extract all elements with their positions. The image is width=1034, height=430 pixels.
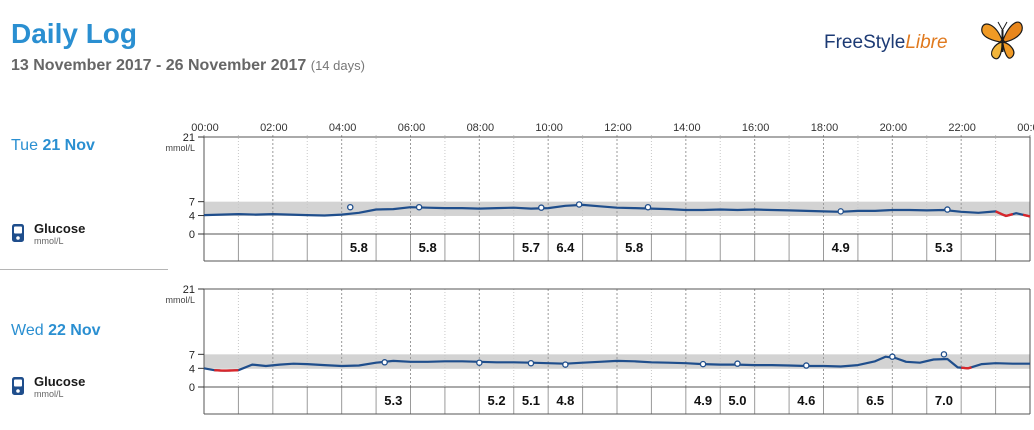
- day-separator: [0, 269, 168, 270]
- glucose-meter-icon: [12, 224, 24, 242]
- day-label-tue-21-nov: Tue 21 Nov: [11, 137, 95, 155]
- scan-marker: [538, 204, 545, 211]
- scan-value-label: 5.8: [350, 240, 368, 255]
- butterfly-icon: [981, 21, 1023, 60]
- y-tick-label: 7: [189, 349, 195, 361]
- y-unit-label: mmol/L: [165, 295, 195, 305]
- y-tick-label: 7: [189, 197, 195, 209]
- scan-value-label: 6.5: [866, 393, 884, 408]
- date: 21 Nov: [42, 137, 95, 154]
- scan-value-label: 5.8: [625, 240, 643, 255]
- low-glucose-segment: [1022, 213, 1031, 218]
- low-glucose-segment: [961, 366, 972, 370]
- glucose-unit: mmol/L: [34, 389, 64, 399]
- brand-wordmark: FreeStyleLibre: [824, 32, 948, 54]
- scan-value-label: 5.2: [488, 393, 506, 408]
- scan-marker: [837, 208, 844, 215]
- glucose-meter-icon: [12, 377, 24, 395]
- y-tick-label: 4: [189, 363, 195, 375]
- x-tick-label: 16:00: [742, 122, 770, 134]
- date-range: 13 November 2017 - 26 November 2017 (14 …: [11, 57, 365, 75]
- scan-marker: [415, 203, 423, 211]
- y-tick-label: 4: [189, 211, 195, 223]
- scan-marker: [476, 359, 483, 366]
- scan-marker: [562, 361, 569, 368]
- y-tick-label: 0: [189, 229, 195, 241]
- scan-marker: [575, 201, 583, 208]
- x-tick-label: 18:00: [811, 122, 839, 134]
- x-tick-label: 12:00: [604, 122, 632, 134]
- date-range-text: 13 November 2017 - 26 November 2017: [11, 57, 307, 74]
- scan-marker: [889, 353, 896, 360]
- day-label-wed-22-nov: Wed 22 Nov: [11, 322, 101, 340]
- weekday: Tue: [11, 137, 38, 154]
- x-tick-label: 14:00: [673, 122, 701, 134]
- weekday: Wed: [11, 322, 44, 339]
- glucose-trace: [203, 203, 1031, 218]
- y-unit-label: mmol/L: [165, 143, 195, 153]
- scan-value-label: 5.3: [935, 240, 953, 255]
- x-tick-label: 20:00: [880, 122, 908, 134]
- scan-marker: [347, 203, 354, 211]
- x-tick-label: 10:00: [535, 122, 563, 134]
- x-tick-label: 06:00: [398, 122, 426, 134]
- scan-value-label: 7.0: [935, 393, 953, 408]
- x-tick-label: 04:00: [329, 122, 357, 134]
- x-tick-label: 08:00: [467, 122, 495, 134]
- freestyle-libre-logo: FreeStyleLibre: [824, 18, 1024, 64]
- scan-marker: [381, 359, 388, 366]
- brand-suffix: Libre: [905, 32, 948, 53]
- scan-marker: [527, 359, 535, 367]
- scan-value-label: 5.8: [419, 240, 437, 255]
- scan-value-label: 5.0: [728, 393, 746, 408]
- glucose-label: Glucose: [34, 221, 86, 236]
- glucose-unit: mmol/L: [34, 236, 64, 246]
- scan-marker: [644, 203, 652, 211]
- scan-value-label: 4.6: [797, 393, 815, 408]
- scan-marker: [803, 362, 810, 369]
- scan-marker: [940, 351, 948, 358]
- scan-value-label: 5.1: [522, 393, 540, 408]
- x-tick-label: 00:00: [1017, 122, 1034, 134]
- x-tick-label: 02:00: [260, 122, 288, 134]
- scan-value-label: 4.9: [832, 240, 850, 255]
- x-tick-label: 22:00: [948, 122, 976, 134]
- scan-value-label: 5.7: [522, 240, 540, 255]
- x-tick-label: 00:00: [191, 122, 219, 134]
- days-count: (14 days): [310, 58, 365, 73]
- glucose-trace: [203, 355, 1030, 372]
- scan-value-label: 4.8: [556, 393, 574, 408]
- scan-marker: [734, 360, 741, 367]
- y-tick-label: 0: [189, 382, 195, 394]
- date: 22 Nov: [48, 322, 101, 339]
- low-glucose-segment: [995, 210, 1014, 218]
- brand-name: FreeStyle: [824, 32, 906, 53]
- page-title: Daily Log: [11, 18, 138, 49]
- scan-value-label: 5.3: [384, 393, 402, 408]
- glucose-label: Glucose: [34, 374, 86, 389]
- scan-marker: [944, 206, 951, 213]
- scan-value-label: 4.9: [694, 393, 712, 408]
- y-tick-label: 21: [183, 132, 195, 144]
- scan-marker: [699, 360, 707, 368]
- y-tick-label: 21: [183, 284, 195, 296]
- scan-value-label: 6.4: [556, 240, 575, 255]
